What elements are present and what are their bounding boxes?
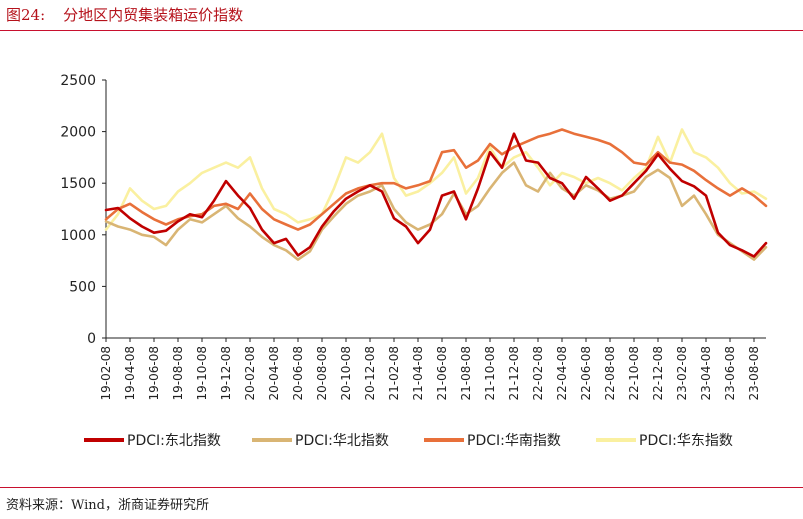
x-tick-label: 20-10-08: [339, 346, 353, 400]
x-tick-label: 23-06-08: [723, 346, 737, 400]
x-tick-label: 19-08-08: [171, 346, 185, 400]
legend-label-1: PDCI:华北指数: [295, 433, 389, 449]
chart-axes: 0 500 1000 1500 2000 2500 19-02-08 19-04-08 19-0…: [60, 73, 766, 400]
y-tick-label: 1500: [60, 176, 96, 192]
x-tick-label: 19-04-08: [123, 346, 137, 400]
x-tick-label: 20-06-08: [291, 346, 305, 400]
x-tick-label: 23-08-08: [747, 346, 761, 400]
series-line-2: [104, 128, 768, 231]
figure-title-text: 分地区内贸集装箱运价指数: [63, 6, 244, 24]
x-tick-label: 22-04-08: [555, 346, 569, 400]
x-tick-label: 22-08-08: [603, 346, 617, 400]
x-tick-label: 21-08-08: [459, 346, 473, 400]
x-tick-label: 20-08-08: [315, 346, 329, 400]
source-note: 资料来源：Wind，浙商证券研究所: [6, 498, 209, 513]
legend-label-2: PDCI:华南指数: [467, 433, 561, 449]
x-tick-label: 19-02-08: [99, 346, 113, 400]
x-tick-label: 19-12-08: [219, 346, 233, 400]
series-line-3: [104, 128, 768, 231]
chart-legend: PDCI:东北指数 PDCI:华北指数 PDCI:华南指数 PDCI:华东指数: [84, 433, 733, 449]
bottom-rule: [0, 487, 803, 488]
top-rule: [0, 30, 803, 31]
y-tick-label: 1000: [60, 228, 96, 244]
x-tick-label: 20-12-08: [363, 346, 377, 400]
x-tick-label: 23-02-08: [675, 346, 689, 400]
x-tick-label: 20-02-08: [243, 346, 257, 400]
y-tick-label: 2000: [60, 125, 96, 141]
y-tick-label: 2500: [60, 73, 96, 89]
x-tick-label: 23-04-08: [699, 346, 713, 400]
x-tick-label: 21-04-08: [411, 346, 425, 400]
y-tick-label: 500: [69, 279, 96, 295]
x-tick-label: 22-02-08: [531, 346, 545, 400]
legend-label-0: PDCI:东北指数: [127, 433, 221, 449]
x-tick-label: 21-10-08: [483, 346, 497, 400]
x-tick-label: 22-10-08: [627, 346, 641, 400]
x-tick-label: 22-06-08: [579, 346, 593, 400]
x-tick-label: 20-04-08: [267, 346, 281, 400]
x-tick-label: 19-06-08: [147, 346, 161, 400]
legend-label-3: PDCI:华东指数: [639, 433, 733, 449]
x-tick-label: 19-10-08: [195, 346, 209, 400]
y-tick-label: 0: [87, 331, 96, 347]
x-tick-label: 22-12-08: [651, 346, 665, 400]
x-tick-label: 21-12-08: [507, 346, 521, 400]
x-tick-label: 21-02-08: [387, 346, 401, 400]
figure-number: 图24:: [6, 6, 46, 24]
chart-series: [104, 128, 768, 261]
series-line-0: [104, 132, 768, 258]
x-tick-label: 21-06-08: [435, 346, 449, 400]
figure-title: 图24: 分地区内贸集装箱运价指数: [6, 4, 243, 25]
series-line-1: [104, 161, 768, 261]
